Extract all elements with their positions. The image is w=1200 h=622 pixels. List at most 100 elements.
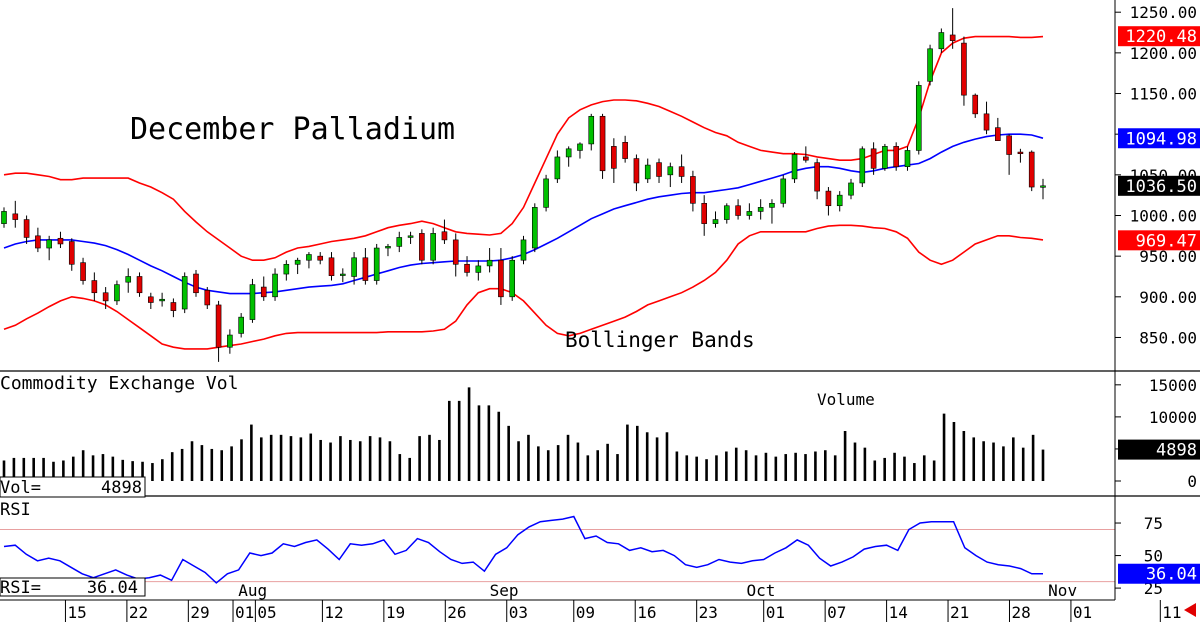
volume-ytick-label: 15000 [1149,376,1197,395]
candle-body [260,286,267,298]
price-ytick-label: 1200.00 [1130,44,1197,63]
rsi-readout-value: 36.04 [87,578,138,598]
candle-body [893,146,899,168]
candle-body [1017,151,1024,154]
date-tick-label: 12 [324,603,343,622]
candle-body [181,276,188,310]
candle-body [1040,185,1046,188]
candle-body [882,146,888,169]
candle-body [57,237,64,245]
month-label: Nov [1048,581,1077,600]
candle-body [543,178,549,208]
date-tick-label: 03 [509,603,528,622]
date-tick-label: 29 [190,603,209,622]
date-tick-label: 05 [257,603,276,622]
candle-body [407,235,414,238]
candle-body [735,205,741,216]
candle-body [611,146,617,169]
candle-body [35,235,41,249]
date-tick-label: 15 [67,603,86,622]
candle-body [656,162,662,177]
candle-body [148,296,154,303]
price-badge-label: 1094.98 [1125,129,1197,149]
candle-body [486,259,493,267]
candle-body [644,164,651,180]
date-tick-label: 14 [889,603,908,622]
candle-body [306,254,312,261]
candle-body [757,207,764,212]
date-tick-label: 01 [235,603,254,622]
vol-readout-label: Vol= [0,478,41,498]
candle-body [915,85,922,151]
candle-body [1028,151,1035,188]
candle-body [283,263,290,275]
date-tick-label: 09 [576,603,595,622]
candle-body [769,202,775,208]
candle-body [114,284,120,302]
rsi-badge-label: 36.04 [1146,565,1197,585]
candle-body [780,178,787,204]
candle-body [791,154,798,180]
candle-body [904,150,911,168]
rsi-ytick-label: 25 [1144,579,1163,598]
date-tick-label: 21 [950,603,969,622]
candle-body [678,166,685,177]
chart-title: December Palladium [130,112,455,147]
vol-readout-value: 4898 [101,478,142,498]
candle-body [972,94,979,115]
candle-body [1,211,7,224]
date-tick-label: 19 [386,603,405,622]
candle-body [227,334,233,348]
date-tick-label: 07 [827,603,846,622]
candle-body [520,239,527,261]
candle-body [599,115,606,172]
price-badge [1118,26,1200,47]
candle-body [1006,135,1012,155]
candle-body [125,276,132,283]
candle-body [712,219,719,224]
candle-body [340,273,346,276]
rsi-ytick-label: 75 [1144,514,1163,533]
candle-body [633,158,640,184]
candle-body [249,284,256,320]
volume-ytick-label: 10000 [1149,408,1197,427]
candle-body [995,127,1001,141]
candle-body [927,48,933,82]
candle-body [622,142,628,159]
candle-body [23,219,30,238]
candle-body [91,280,98,294]
month-label: Aug [238,581,267,600]
candle-body [870,148,877,169]
candle-body [68,241,75,265]
price-badge-label: 1220.48 [1125,27,1197,47]
candle-body [464,263,470,273]
price-badge [1118,230,1200,251]
candle-body [396,237,403,247]
date-tick-label: 23 [699,603,718,622]
candle-body [102,292,109,302]
candle-body [577,143,583,151]
candle-body [667,166,674,176]
candle-body [215,304,222,348]
date-tick-label: 26 [447,603,466,622]
rsi-readout-label: RSI= [0,578,41,598]
candle-body [12,213,19,220]
candle-body [723,205,730,220]
panel-frame [0,0,1200,601]
scroll-left-arrow-icon[interactable] [1184,603,1196,617]
candle-body [328,257,335,276]
upper-bollinger-band [3,35,1044,262]
volume-badge-label: 4898 [1156,441,1197,461]
candle-body [938,32,945,50]
vol-readout: Vol= 4898 [0,476,146,498]
rsi-line [3,515,1043,584]
candle-body [452,239,459,265]
candle-body [193,273,199,294]
price-ytick-label: 1000.00 [1130,206,1197,225]
candle-body [961,42,967,96]
candle-body [441,231,448,241]
month-label: Sep [490,581,519,600]
date-tick-label: 16 [637,603,656,622]
candle-body [825,190,832,207]
